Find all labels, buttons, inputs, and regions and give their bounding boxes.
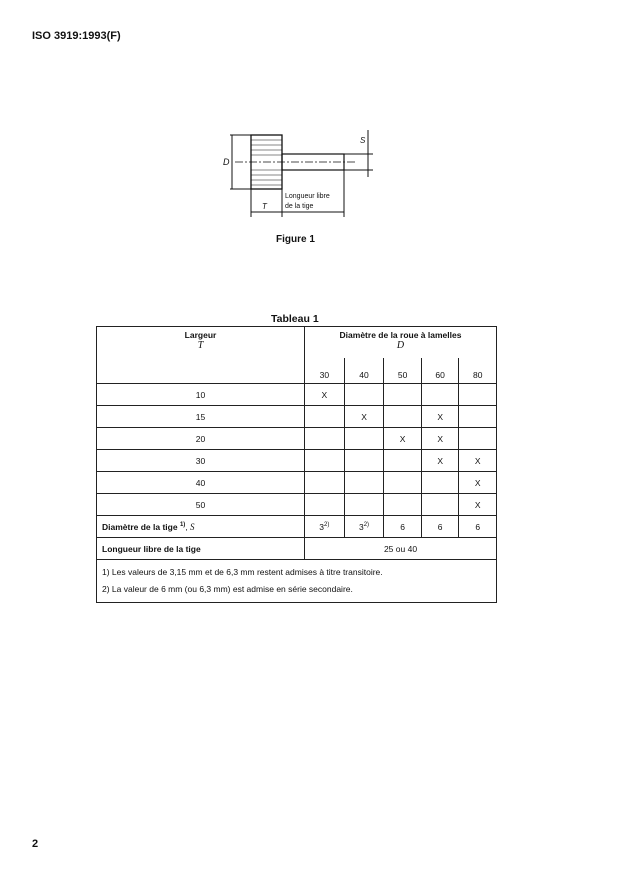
figure-drawing: D S T Longueur libre de la tige xyxy=(223,130,373,217)
mark-cell: X xyxy=(458,471,497,494)
mark-cell xyxy=(383,493,422,516)
shank-diameter-value: 6 xyxy=(383,515,422,538)
diameter-col-30: 30 xyxy=(304,358,345,384)
header-diameter: Diamètre de la roue à lamelles D xyxy=(304,326,497,358)
diameter-col-80: 80 xyxy=(458,358,497,384)
free-length-value: 25 ou 40 xyxy=(304,537,497,560)
mark-cell: X xyxy=(458,493,497,516)
table-caption: Tableau 1 xyxy=(271,313,319,325)
table-row: 10 X xyxy=(96,383,497,406)
mark-cell: X xyxy=(420,449,460,472)
mark-cell: X xyxy=(420,427,460,450)
table-row: 15 X X xyxy=(96,405,497,428)
label-D: D xyxy=(223,157,230,167)
shank-diameter-value: 6 xyxy=(458,515,497,538)
shank-diameter-value: 32) xyxy=(304,515,345,538)
width-cell: 30 xyxy=(96,449,305,472)
mark-cell: X xyxy=(420,405,460,428)
shank-diameter-label: Diamètre de la tige 1), S xyxy=(96,515,305,538)
wheel-lamellae xyxy=(251,139,282,186)
free-length-label: Longueur libre de la tige xyxy=(96,537,305,560)
mark-cell xyxy=(383,405,422,428)
mark-cell xyxy=(458,427,497,450)
table-notes: 1) Les valeurs de 3,15 mm et de 6,3 mm r… xyxy=(96,559,497,603)
page-number: 2 xyxy=(32,838,39,850)
header-diameter-symbol: D xyxy=(396,340,405,351)
free-length-row: Longueur libre de la tige 25 ou 40 xyxy=(96,537,497,560)
mark-cell xyxy=(420,383,460,406)
label-T: T xyxy=(262,202,268,211)
mark-cell xyxy=(304,405,345,428)
header-width-label: Largeur xyxy=(184,330,217,340)
diameter-col-40: 40 xyxy=(343,358,385,384)
mark-cell: X xyxy=(343,405,385,428)
width-cell: 40 xyxy=(96,471,305,494)
mark-cell: X xyxy=(304,383,345,406)
header-width-symbol: T xyxy=(197,340,204,351)
mark-cell xyxy=(383,383,422,406)
table-row: 30 X X xyxy=(96,449,497,472)
mark-cell xyxy=(304,449,345,472)
note-1: 1) Les valeurs de 3,15 mm et de 6,3 mm r… xyxy=(102,567,383,577)
label-free-length-1: Longueur libre xyxy=(285,193,330,200)
table-row: 40 X xyxy=(96,471,497,494)
header-width: Largeur T xyxy=(96,326,305,384)
diameter-col-50: 50 xyxy=(383,358,422,384)
width-cell: 10 xyxy=(96,383,305,406)
note-2: 2) La valeur de 6 mm (ou 6,3 mm) est adm… xyxy=(102,584,353,594)
mark-cell xyxy=(304,493,345,516)
width-cell: 15 xyxy=(96,405,305,428)
notes-row: 1) Les valeurs de 3,15 mm et de 6,3 mm r… xyxy=(96,559,497,603)
shank-diameter-value: 6 xyxy=(420,515,460,538)
header-diameter-label: Diamètre de la roue à lamelles xyxy=(339,330,462,340)
width-cell: 20 xyxy=(96,427,305,450)
mark-cell xyxy=(383,471,422,494)
mark-cell xyxy=(343,493,385,516)
figure-caption: Figure 1 xyxy=(276,234,315,245)
mark-cell xyxy=(343,383,385,406)
mark-cell xyxy=(383,449,422,472)
mark-cell xyxy=(343,449,385,472)
mark-cell xyxy=(304,427,345,450)
mark-cell xyxy=(304,471,345,494)
mark-cell xyxy=(343,427,385,450)
data-table: Largeur T Diamètre de la roue à lamelles… xyxy=(96,326,497,603)
shank-diameter-value: 32) xyxy=(343,515,385,538)
diameter-col-60: 60 xyxy=(420,358,460,384)
width-cell: 50 xyxy=(96,493,305,516)
shank-diameter-row: Diamètre de la tige 1), S 32) 32) 6 6 6 xyxy=(96,515,497,538)
label-S: S xyxy=(360,136,366,145)
mark-cell xyxy=(343,471,385,494)
mark-cell xyxy=(420,471,460,494)
label-free-length-2: de la tige xyxy=(285,203,314,210)
mark-cell xyxy=(420,493,460,516)
document-id: ISO 3919:1993(F) xyxy=(32,30,121,42)
mark-cell xyxy=(458,405,497,428)
mark-cell xyxy=(458,383,497,406)
mark-cell: X xyxy=(458,449,497,472)
table-row: 50 X xyxy=(96,493,497,516)
table-row: 20 X X xyxy=(96,427,497,450)
mark-cell: X xyxy=(383,427,422,450)
